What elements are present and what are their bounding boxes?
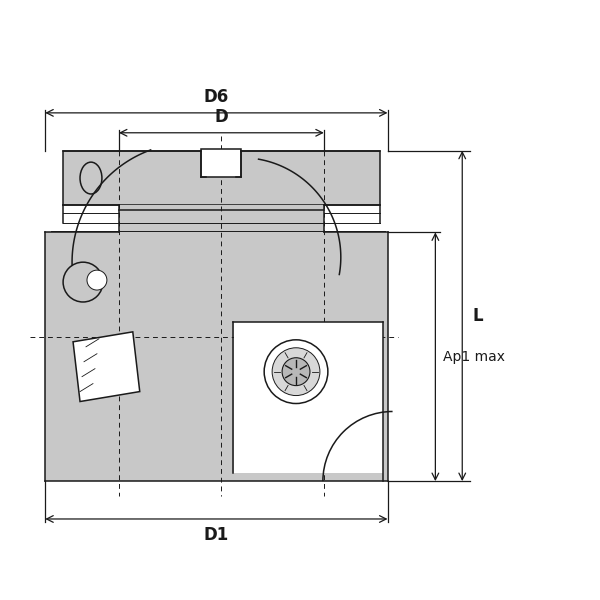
Text: Ap1 max: Ap1 max [443,350,505,364]
FancyBboxPatch shape [63,151,380,205]
Polygon shape [73,332,140,401]
Ellipse shape [80,162,102,194]
Circle shape [282,358,310,386]
FancyBboxPatch shape [45,232,388,481]
FancyBboxPatch shape [235,322,383,473]
Circle shape [63,262,103,302]
Text: D1: D1 [204,526,229,544]
Text: D6: D6 [204,88,229,106]
Text: L: L [472,307,483,325]
FancyBboxPatch shape [202,149,241,176]
Text: 90°: 90° [328,446,353,460]
Text: D: D [214,108,228,126]
Circle shape [264,340,328,404]
FancyBboxPatch shape [119,205,324,232]
Circle shape [272,348,320,395]
Circle shape [87,270,107,290]
